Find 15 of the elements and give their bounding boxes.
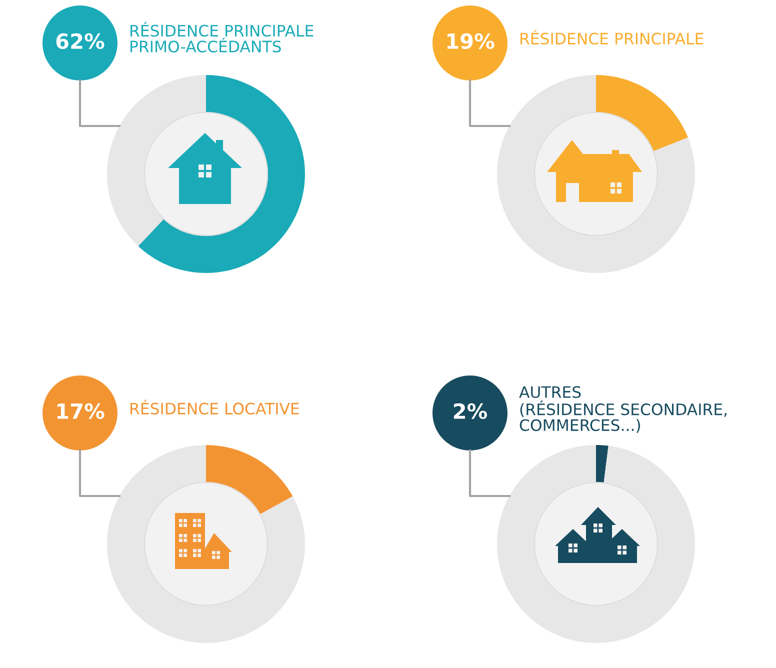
slice-label: RÉSIDENCE PRINCIPALE: [520, 30, 704, 45]
slice-label: RÉSIDENCE LOCATIVE: [130, 400, 299, 415]
text: 19%: [447, 33, 494, 50]
donut-slice: [206, 445, 293, 514]
text: 2%: [454, 403, 488, 420]
donut-slice: [138, 75, 305, 273]
text: 17%: [57, 403, 104, 420]
slice-label: RÉSIDENCE PRINCIPALE PRIMO-ACCÉDANTS: [130, 22, 314, 52]
donut-slice: [596, 445, 608, 482]
donut-slice: [497, 75, 695, 273]
donut-slice: [107, 445, 305, 643]
donut-slice: [596, 75, 688, 152]
text: 62%: [56, 33, 104, 50]
donut-slice: [497, 445, 695, 643]
slice-label: AUTRES (RÉSIDENCE SECONDAIRE, COMMERCES...): [519, 386, 727, 433]
